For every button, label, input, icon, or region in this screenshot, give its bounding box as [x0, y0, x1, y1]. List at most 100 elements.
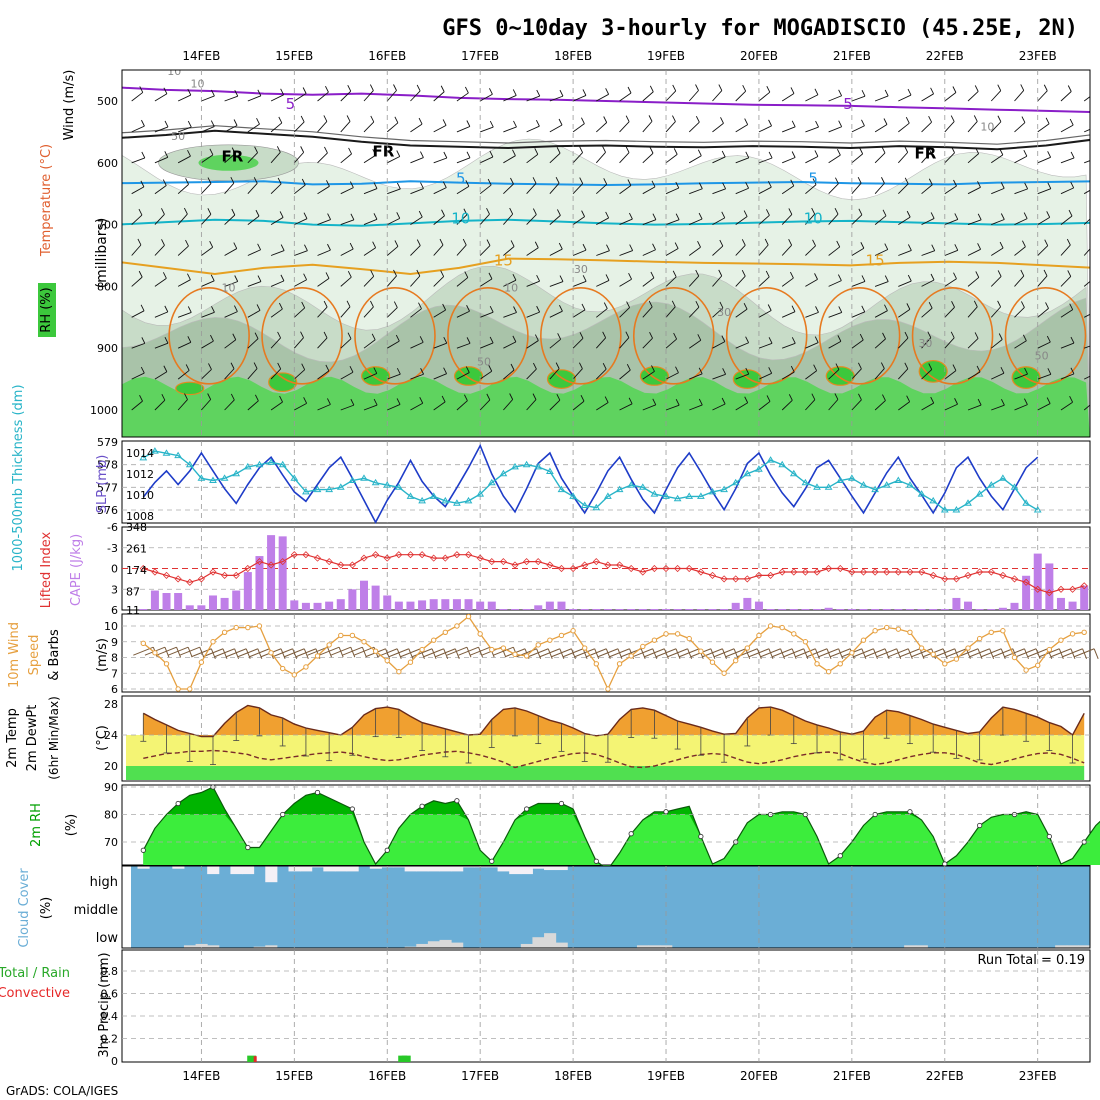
- convective-legend-label: Convective: [0, 986, 70, 1001]
- wind-speed-point: [198, 659, 205, 665]
- lifted-index-point: [511, 561, 519, 569]
- wind-barb-flag: [815, 306, 819, 313]
- wind-barb-flag: [350, 398, 355, 406]
- wind-barb: [201, 126, 215, 133]
- cape-bar: [232, 590, 241, 610]
- cloud-low-bar: [660, 945, 673, 948]
- wind-barb-flag: [838, 306, 843, 313]
- wind-barb: [340, 338, 352, 349]
- wind-barb-flag: [884, 275, 889, 282]
- wind-barb-flag: [975, 271, 980, 278]
- wind-barb-flag: [254, 394, 259, 401]
- wind-barb: [363, 218, 378, 226]
- wind-barb-flag: [812, 178, 817, 185]
- wind-barb: [642, 121, 653, 133]
- wind-barb-flag: [277, 331, 281, 339]
- bottom-date-label: 14FEB: [182, 1069, 220, 1083]
- wind-barb: [921, 250, 935, 256]
- wind-barb: [758, 157, 773, 164]
- wind-speed-point: [860, 637, 867, 643]
- wind-barb: [1014, 404, 1028, 411]
- wind-barb-flag: [745, 182, 750, 189]
- wind-barb-flag: [280, 244, 285, 251]
- wind-barb-10m: [725, 648, 746, 658]
- lifted-index-point: [918, 568, 926, 576]
- wind-barb-flag: [325, 364, 330, 372]
- cape-tick-label: 174: [126, 564, 147, 577]
- cloud-high-gap: [300, 866, 313, 872]
- cape-bar: [673, 609, 682, 610]
- wind-barb-10m-flag: [327, 647, 333, 658]
- wind-barb-10m: [458, 646, 479, 656]
- lifted-index-point: [476, 554, 484, 562]
- wind-barb-flag: [581, 303, 586, 311]
- wind-barb: [456, 157, 471, 164]
- wind-barb-10m-flag: [234, 648, 240, 659]
- wind-barb: [247, 368, 258, 380]
- rh-fill-light: [143, 814, 1100, 870]
- cloud-high-label: high: [90, 875, 118, 890]
- wind-barb: [479, 278, 493, 287]
- wind-barb-flag: [443, 336, 448, 344]
- wind-barb: [596, 93, 609, 102]
- wind-barb: [874, 400, 886, 411]
- contour-label: 50: [171, 130, 185, 143]
- wind-barb: [270, 368, 282, 380]
- wind-barb-flag: [254, 146, 258, 153]
- wind-barb-10m: [899, 648, 921, 658]
- wind10m-tick-label: 7: [111, 667, 118, 680]
- wind-barb: [758, 125, 772, 133]
- rh-core: [546, 369, 577, 389]
- cloud-low-bar: [544, 933, 557, 948]
- wind-barb: [828, 280, 842, 287]
- wind-barb-flag: [606, 244, 610, 251]
- wind-barb: [479, 245, 491, 256]
- wind-barb-flag: [627, 179, 632, 186]
- cape-bar: [569, 609, 578, 610]
- rh-core: [732, 369, 762, 389]
- lifted-index-point: [732, 575, 740, 583]
- wind-barb: [991, 404, 1005, 411]
- wind-barb-10m: [469, 646, 491, 656]
- wind-barb-flag: [489, 336, 494, 344]
- wind-barb-flag: [928, 363, 933, 370]
- wind-speed-point: [593, 661, 600, 667]
- wind-barb: [131, 157, 145, 164]
- lifted-index-point: [708, 571, 717, 579]
- wind-barb-flag: [323, 331, 328, 339]
- wind-barb: [386, 307, 398, 318]
- cape-bar: [150, 590, 159, 610]
- wind-barb-flag: [512, 273, 517, 281]
- wind-barb-flag: [605, 211, 610, 219]
- wind-barb-flag: [976, 365, 981, 373]
- cloud-low-bar: [427, 941, 441, 948]
- wind-barb: [619, 337, 630, 349]
- wind-barb-flag: [697, 149, 702, 156]
- wind-barb: [526, 399, 537, 411]
- wind-barb-flag: [768, 367, 773, 374]
- lifted-index-point: [755, 571, 763, 579]
- wind-speed-point: [407, 659, 414, 665]
- wind-barb: [944, 92, 957, 102]
- wind-barb-flag: [837, 335, 842, 342]
- wind-barb: [619, 152, 630, 164]
- wind-barb: [898, 94, 912, 102]
- rh-core: [175, 381, 205, 396]
- thickness-point: [627, 481, 636, 488]
- wind-barb-10m-flag: [942, 648, 948, 659]
- wind-barb: [340, 276, 352, 287]
- cape-bar: [929, 609, 938, 610]
- wind-barb-10m: [748, 648, 770, 658]
- wind-barb-flag: [1094, 337, 1097, 343]
- cape-bar: [882, 609, 891, 610]
- wind-barb-flag: [393, 84, 397, 91]
- wind-barb-flag: [625, 115, 630, 122]
- wind-barb-flag: [1043, 84, 1048, 91]
- cape-bar: [754, 601, 763, 610]
- wind-barb: [317, 185, 330, 195]
- wind-barb-flag: [835, 363, 840, 370]
- wind-barb-flag: [628, 273, 632, 280]
- wind-barb: [503, 155, 516, 164]
- isotherm-20-loop: [911, 287, 994, 385]
- cloud-high-gap: [462, 866, 475, 868]
